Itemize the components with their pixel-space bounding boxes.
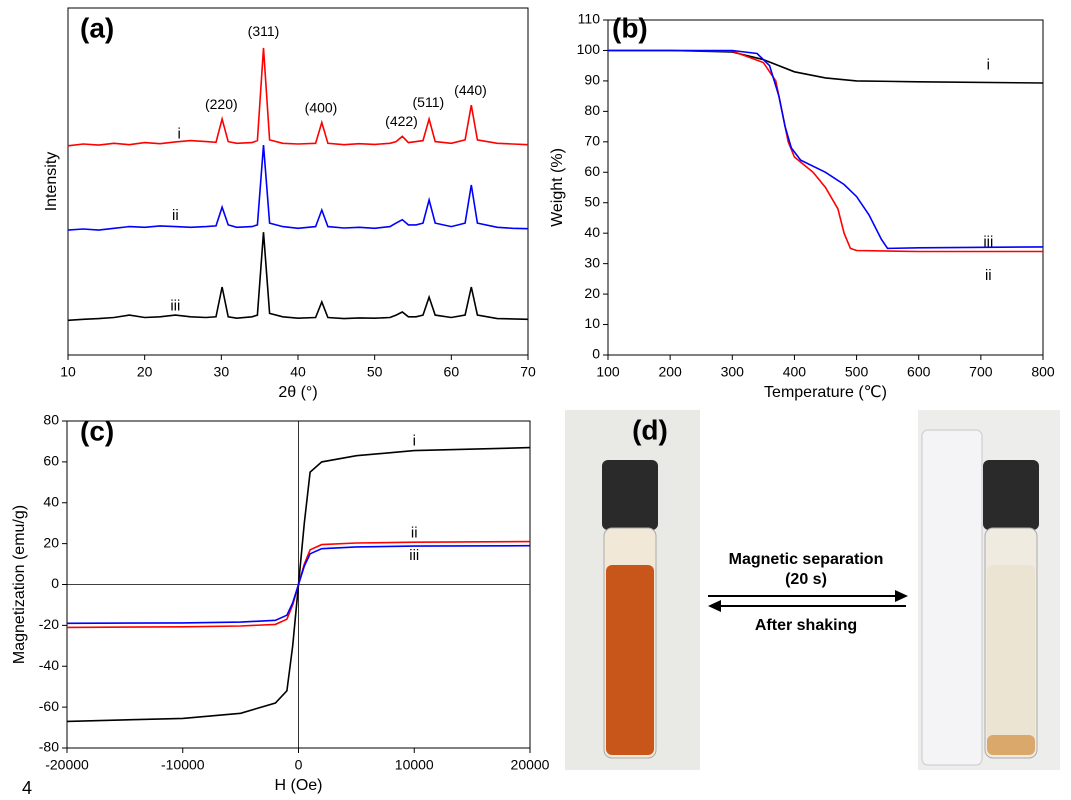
x-tick-label: 60 [444, 364, 460, 380]
y-tick-label: 60 [584, 163, 600, 179]
y-tick-label: 40 [43, 493, 59, 509]
peak-label: (511) [413, 94, 445, 110]
photo-panel: (d) Magnetic separation (20 s) After sha… [565, 410, 1060, 770]
arrow-head [708, 600, 721, 612]
y-tick-label: 0 [592, 346, 600, 362]
series-label: i [177, 126, 180, 143]
y-tick-label: 20 [43, 534, 59, 550]
y-axis-label: Intensity [43, 152, 60, 212]
y-tick-label: 20 [584, 285, 600, 301]
x-tick-label: 300 [721, 364, 745, 380]
x-tick-label: 0 [295, 757, 303, 773]
y-tick-label: 30 [584, 254, 600, 270]
series-label: iii [170, 297, 180, 314]
arrow-label: Magnetic separation [729, 551, 884, 568]
y-tick-label: -20 [39, 616, 59, 632]
y-tick-label: 90 [584, 72, 600, 88]
x-tick-label: 20000 [511, 757, 550, 773]
panel-label: (d) [632, 414, 668, 445]
vial-liquid [987, 565, 1035, 755]
vial-cap [983, 460, 1039, 530]
x-axis-label: 2θ (°) [278, 384, 317, 401]
y-tick-label: -80 [39, 739, 59, 755]
panel-label: (c) [80, 415, 114, 446]
plot-frame [607, 19, 1044, 356]
x-tick-label: 20 [137, 364, 153, 380]
series-label: i [413, 432, 416, 449]
x-tick-label: 700 [969, 364, 993, 380]
x-tick-label: 400 [783, 364, 807, 380]
x-tick-label: 50 [367, 364, 383, 380]
vial-cap [602, 460, 658, 530]
x-tick-label: 100 [596, 364, 620, 380]
peak-label: (220) [205, 96, 238, 112]
series-label: iii [983, 233, 993, 250]
y-tick-label: 80 [584, 102, 600, 118]
series-line [67, 47, 529, 147]
series-line [608, 49, 1044, 250]
x-tick-label: -20000 [45, 757, 89, 773]
series-line [608, 49, 1044, 84]
magnet [921, 429, 983, 766]
arrow-label: After shaking [755, 617, 857, 634]
x-tick-label: 70 [520, 364, 536, 380]
series-line [66, 544, 531, 625]
series-line [67, 232, 529, 322]
y-tick-label: 70 [584, 133, 600, 149]
y-tick-label: -40 [39, 657, 59, 673]
peak-label: (422) [385, 113, 418, 129]
y-tick-label: 100 [577, 41, 601, 57]
peak-label: (311) [248, 23, 280, 39]
x-tick-label: -10000 [161, 757, 205, 773]
x-tick-label: 600 [907, 364, 931, 380]
x-tick-label: 500 [845, 364, 869, 380]
panel-label: (b) [612, 12, 648, 43]
y-tick-label: 110 [578, 11, 601, 27]
x-tick-label: 40 [290, 364, 306, 380]
x-tick-label: 10 [60, 364, 76, 380]
series-line [67, 145, 529, 231]
plot-frame [67, 7, 529, 356]
y-tick-label: 80 [43, 412, 59, 428]
y-axis-label: Magnetization (emu/g) [11, 505, 28, 664]
series-label: ii [411, 524, 418, 541]
y-tick-label: 60 [43, 453, 59, 469]
x-tick-label: 800 [1031, 364, 1055, 380]
y-tick-label: 50 [584, 193, 600, 209]
y-axis-label: Weight (%) [549, 148, 566, 227]
series-label: ii [172, 207, 179, 224]
peak-label: (440) [454, 82, 487, 98]
x-tick-label: 30 [214, 364, 230, 380]
x-tick-label: 10000 [395, 757, 434, 773]
series-label: ii [985, 267, 992, 284]
x-axis-label: H (Oe) [275, 777, 323, 794]
series-label: iii [409, 547, 419, 564]
page-number: 4 [22, 778, 32, 798]
vial-sediment [987, 735, 1035, 755]
arrow-head [895, 590, 908, 602]
y-tick-label: 0 [51, 575, 59, 591]
x-axis-label: Temperature (℃) [764, 384, 887, 401]
y-tick-label: 40 [584, 224, 600, 240]
y-tick-label: 10 [584, 315, 600, 331]
peak-label: (400) [305, 99, 338, 115]
series-label: i [987, 57, 990, 74]
vial-liquid [606, 565, 654, 755]
y-tick-label: -60 [39, 698, 59, 714]
arrow-label: (20 s) [785, 571, 827, 588]
series-line [608, 49, 1043, 253]
x-tick-label: 200 [658, 364, 682, 380]
panel-label: (a) [80, 12, 114, 43]
